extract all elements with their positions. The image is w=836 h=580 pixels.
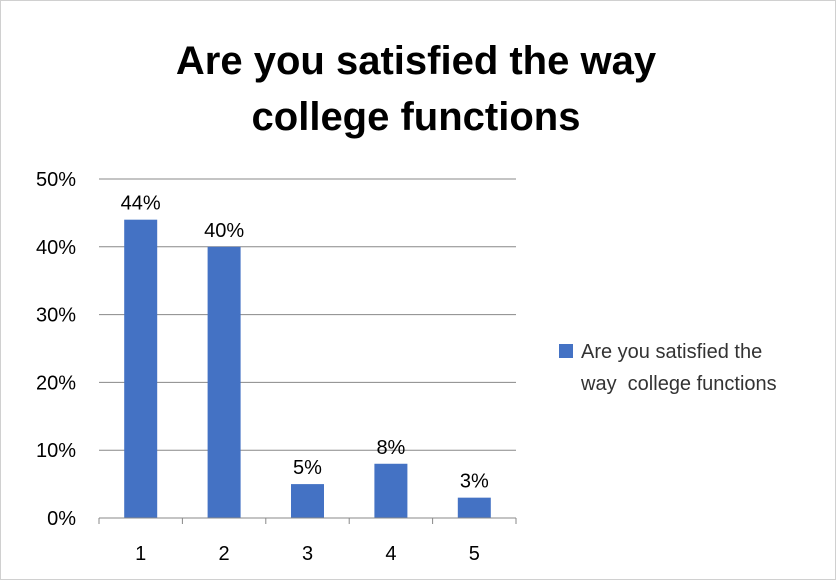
chart-title-line-1: Are you satisfied the way bbox=[175, 39, 657, 83]
x-tick-label: 2 bbox=[219, 543, 230, 565]
data-labels: 44% 40% 5% 8% 3% bbox=[121, 193, 489, 493]
y-axis-tick-labels: 0% 10% 20% 30% 40% 50% bbox=[36, 169, 76, 530]
bar bbox=[457, 497, 491, 518]
data-label: 8% bbox=[376, 437, 405, 459]
bar bbox=[207, 246, 241, 519]
legend: Are you satisfied the way college functi… bbox=[559, 341, 777, 395]
y-tick-label: 10% bbox=[36, 440, 76, 462]
chart-title: Are you satisfied the way college functi… bbox=[21, 33, 811, 145]
data-label: 5% bbox=[293, 457, 322, 479]
legend-swatch bbox=[559, 344, 573, 358]
y-tick-label: 40% bbox=[36, 237, 76, 259]
y-tick-label: 50% bbox=[36, 169, 76, 191]
data-label: 40% bbox=[204, 220, 244, 242]
bar bbox=[374, 463, 408, 518]
data-label: 3% bbox=[460, 471, 489, 493]
chart-title-line-2: college functions bbox=[251, 95, 581, 139]
x-tick-label: 4 bbox=[385, 543, 396, 565]
x-axis-tick-labels: 1 2 3 4 5 bbox=[135, 543, 480, 565]
x-axis bbox=[98, 517, 517, 524]
gridlines bbox=[99, 178, 516, 451]
x-tick-label: 5 bbox=[469, 543, 480, 565]
y-tick-label: 0% bbox=[47, 508, 76, 530]
data-label: 44% bbox=[121, 193, 161, 215]
x-tick-label: 3 bbox=[302, 543, 313, 565]
bar bbox=[124, 219, 158, 518]
y-tick-label: 30% bbox=[36, 305, 76, 327]
bars bbox=[124, 219, 491, 519]
legend-label-line-1: Are you satisfied the bbox=[581, 341, 762, 363]
legend-label-line-2: way college functions bbox=[580, 373, 777, 395]
bar bbox=[291, 484, 324, 518]
x-tick-label: 1 bbox=[135, 543, 146, 565]
y-tick-label: 20% bbox=[36, 372, 76, 394]
